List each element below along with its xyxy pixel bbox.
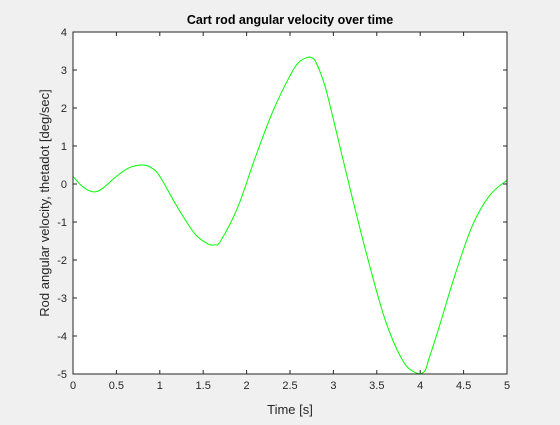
x-tick-label: 2.5 xyxy=(282,380,297,392)
x-tick-label: 5 xyxy=(504,380,510,392)
x-axis-ticks: 0 0.5 1 1.5 2 2.5 3 3.5 4 4.5 5 xyxy=(70,32,510,392)
y-tick-label: -1 xyxy=(57,217,67,229)
y-tick-label: -3 xyxy=(57,293,67,305)
y-tick-label: -2 xyxy=(57,255,67,267)
x-tick-label: 4.5 xyxy=(456,380,471,392)
y-tick-label: 0 xyxy=(61,179,67,191)
x-tick-label: 0 xyxy=(70,380,76,392)
x-tick-label: 0.5 xyxy=(109,380,124,392)
y-axis-label: Rod angular velocity, thetadot [deg/sec] xyxy=(37,89,52,316)
chart-title: Cart rod angular velocity over time xyxy=(187,13,393,27)
x-tick-label: 1.5 xyxy=(196,380,211,392)
series-layer xyxy=(72,56,508,375)
y-tick-label: 4 xyxy=(61,27,67,39)
x-tick-label: 3.5 xyxy=(369,380,384,392)
y-tick-label: 3 xyxy=(61,65,67,77)
x-axis-label: Time [s] xyxy=(267,402,313,417)
x-tick-label: 4 xyxy=(417,380,423,392)
plot-area xyxy=(73,32,507,374)
x-tick-label: 1 xyxy=(157,380,163,392)
y-tick-label: -5 xyxy=(57,369,67,381)
series-line xyxy=(72,56,508,375)
x-tick-label: 2 xyxy=(244,380,250,392)
plot-border xyxy=(72,31,508,375)
y-axis-ticks: -5 -4 -3 -2 -1 0 1 2 3 4 xyxy=(57,27,507,381)
y-tick-label: -4 xyxy=(57,331,67,343)
y-tick-label: 1 xyxy=(61,141,67,153)
x-tick-label: 3 xyxy=(330,380,336,392)
y-tick-label: 2 xyxy=(61,103,67,115)
